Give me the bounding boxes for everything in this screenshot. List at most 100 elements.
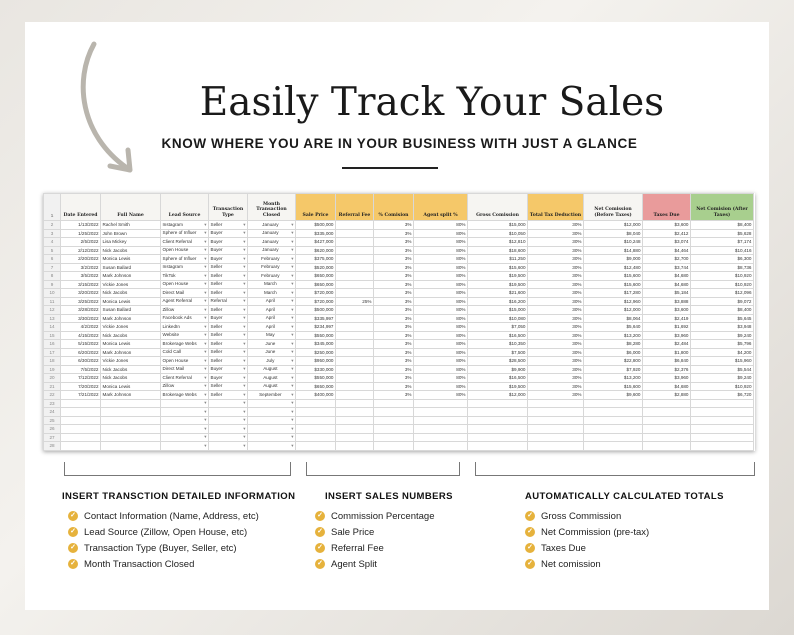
- table-cell[interactable]: 3/25/2022: [60, 296, 101, 306]
- table-cell[interactable]: $9,600: [583, 390, 643, 400]
- table-cell[interactable]: 7/5/2022: [60, 364, 101, 374]
- table-cell[interactable]: [583, 424, 643, 434]
- table-cell[interactable]: Referral: [208, 296, 248, 306]
- table-cell[interactable]: 30%: [527, 288, 584, 298]
- table-cell[interactable]: $3,074: [642, 237, 691, 247]
- table-cell[interactable]: [413, 398, 468, 408]
- table-cell[interactable]: $6,300: [690, 254, 754, 264]
- table-cell[interactable]: April: [247, 296, 296, 306]
- table-cell[interactable]: [295, 407, 336, 417]
- table-cell[interactable]: [690, 441, 754, 451]
- table-cell[interactable]: [60, 424, 101, 434]
- table-cell[interactable]: $5,640: [583, 322, 643, 332]
- table-cell[interactable]: $3,888: [642, 296, 691, 306]
- table-cell[interactable]: [335, 322, 374, 332]
- table-cell[interactable]: Open House: [160, 356, 209, 366]
- column-header[interactable]: Transaction Type: [208, 193, 248, 221]
- table-cell[interactable]: [467, 441, 528, 451]
- table-cell[interactable]: [335, 415, 374, 425]
- table-cell[interactable]: [335, 364, 374, 374]
- table-cell[interactable]: 5/15/2022: [60, 339, 101, 349]
- table-cell[interactable]: 30%: [527, 305, 584, 315]
- table-cell[interactable]: Direct Mail: [160, 288, 209, 298]
- table-cell[interactable]: [247, 441, 296, 451]
- table-cell[interactable]: $15,000: [467, 220, 528, 230]
- table-cell[interactable]: 80%: [413, 364, 468, 374]
- table-cell[interactable]: 6/30/2022: [60, 356, 101, 366]
- table-cell[interactable]: Website: [160, 330, 209, 340]
- table-cell[interactable]: Sphere of Influer: [160, 254, 209, 264]
- table-cell[interactable]: [373, 432, 414, 442]
- table-cell[interactable]: [373, 424, 414, 434]
- table-cell[interactable]: [100, 424, 161, 434]
- table-cell[interactable]: Nick Jacobs: [100, 330, 161, 340]
- table-cell[interactable]: 3%: [373, 313, 414, 323]
- table-cell[interactable]: Seller: [208, 330, 248, 340]
- table-cell[interactable]: [335, 237, 374, 247]
- table-cell[interactable]: [295, 432, 336, 442]
- table-cell[interactable]: [160, 415, 209, 425]
- table-cell[interactable]: 30%: [527, 262, 584, 272]
- table-cell[interactable]: $12,000: [583, 220, 643, 230]
- table-cell[interactable]: $8,040: [583, 228, 643, 238]
- column-header[interactable]: Sale Price: [295, 193, 336, 221]
- table-cell[interactable]: 3/2/2022: [60, 262, 101, 272]
- table-cell[interactable]: 3%: [373, 271, 414, 281]
- column-header[interactable]: Month Transaction Closed: [247, 193, 296, 221]
- table-cell[interactable]: [100, 415, 161, 425]
- table-cell[interactable]: 3%: [373, 347, 414, 357]
- table-cell[interactable]: 3%: [373, 296, 414, 306]
- table-cell[interactable]: $10,416: [690, 245, 754, 255]
- table-cell[interactable]: $6,720: [690, 390, 754, 400]
- table-cell[interactable]: Vickie Jones: [100, 322, 161, 332]
- column-header[interactable]: Referral Fee: [335, 193, 374, 221]
- table-cell[interactable]: Nick Jacobs: [100, 245, 161, 255]
- table-cell[interactable]: August: [247, 364, 296, 374]
- table-cell[interactable]: 7/21/2022: [60, 390, 101, 400]
- table-cell[interactable]: [690, 398, 754, 408]
- table-cell[interactable]: [373, 407, 414, 417]
- table-cell[interactable]: $16,200: [467, 296, 528, 306]
- table-cell[interactable]: 30%: [527, 228, 584, 238]
- table-cell[interactable]: 2/5/2022: [60, 237, 101, 247]
- table-cell[interactable]: [467, 407, 528, 417]
- table-cell[interactable]: [160, 432, 209, 442]
- table-cell[interactable]: [642, 432, 691, 442]
- table-cell[interactable]: Mark Johnson: [100, 390, 161, 400]
- table-cell[interactable]: [527, 432, 584, 442]
- table-cell[interactable]: 3/5/2022: [60, 271, 101, 281]
- table-cell[interactable]: 3%: [373, 228, 414, 238]
- table-cell[interactable]: $10,920: [690, 279, 754, 289]
- table-cell[interactable]: [335, 245, 374, 255]
- table-cell[interactable]: $12,000: [583, 305, 643, 315]
- table-cell[interactable]: [642, 441, 691, 451]
- table-cell[interactable]: [335, 432, 374, 442]
- table-cell[interactable]: $21,600: [467, 288, 528, 298]
- table-cell[interactable]: $720,000: [295, 288, 336, 298]
- table-cell[interactable]: $9,072: [690, 296, 754, 306]
- table-cell[interactable]: Seller: [208, 339, 248, 349]
- column-header[interactable]: Gross Comission: [467, 193, 528, 221]
- table-cell[interactable]: $12,480: [583, 262, 643, 272]
- table-cell[interactable]: 30%: [527, 330, 584, 340]
- table-cell[interactable]: 80%: [413, 262, 468, 272]
- table-cell[interactable]: $16,500: [467, 373, 528, 383]
- table-cell[interactable]: $500,000: [295, 305, 336, 315]
- table-cell[interactable]: $13,200: [583, 373, 643, 383]
- table-cell[interactable]: 80%: [413, 313, 468, 323]
- table-cell[interactable]: [413, 441, 468, 451]
- table-cell[interactable]: 30%: [527, 220, 584, 230]
- table-cell[interactable]: [295, 398, 336, 408]
- table-cell[interactable]: $1,692: [642, 322, 691, 332]
- table-cell[interactable]: $2,412: [642, 228, 691, 238]
- table-cell[interactable]: $650,000: [295, 271, 336, 281]
- table-cell[interactable]: $650,000: [295, 279, 336, 289]
- table-cell[interactable]: $5,645: [690, 313, 754, 323]
- table-cell[interactable]: 80%: [413, 322, 468, 332]
- table-cell[interactable]: [100, 407, 161, 417]
- column-header[interactable]: Taxes Due: [642, 193, 691, 221]
- table-cell[interactable]: April: [247, 305, 296, 315]
- table-cell[interactable]: $19,500: [467, 279, 528, 289]
- table-cell[interactable]: $7,050: [467, 322, 528, 332]
- table-cell[interactable]: 3%: [373, 381, 414, 391]
